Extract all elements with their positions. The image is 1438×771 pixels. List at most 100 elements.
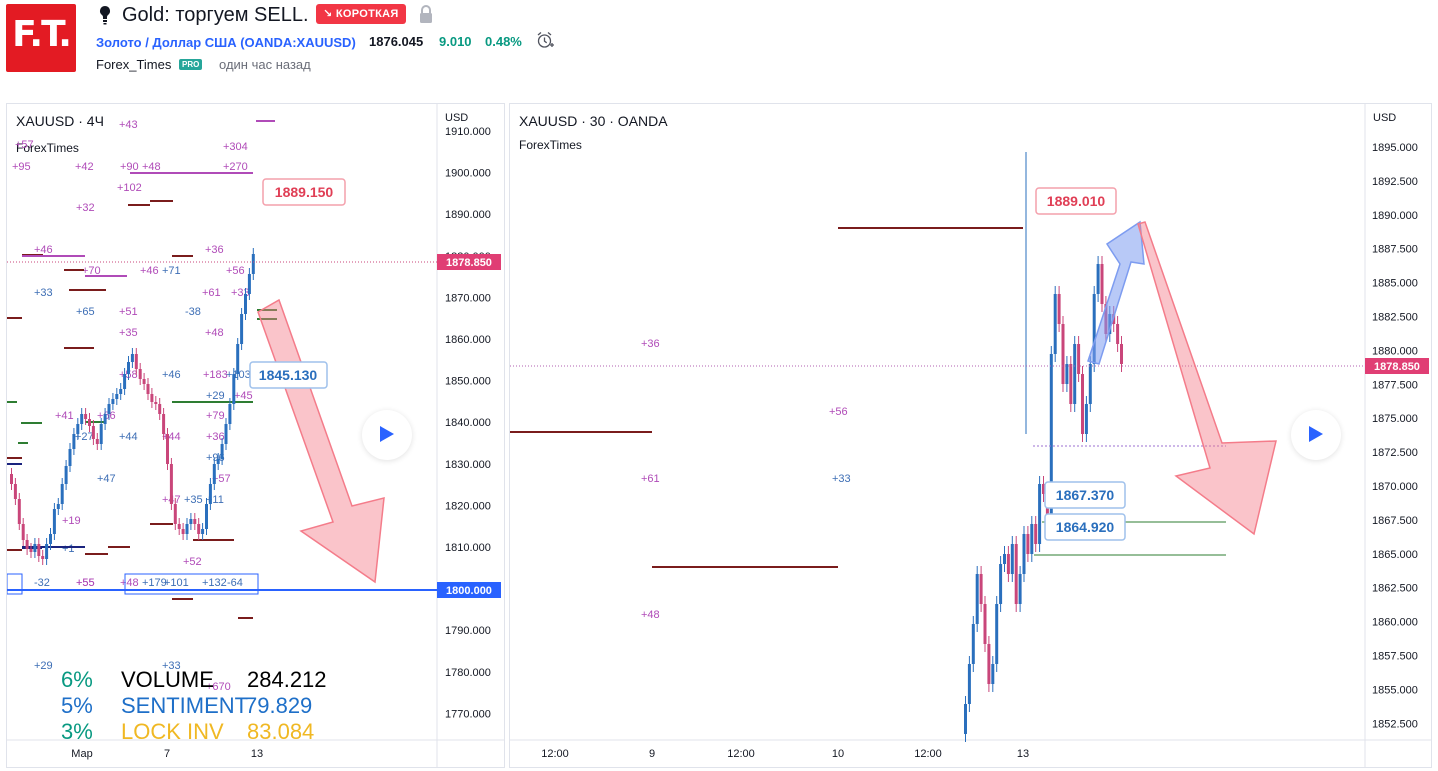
candle-body xyxy=(1018,574,1022,604)
long-arrow[interactable] xyxy=(1087,220,1145,365)
stat-label: SENTIMENT xyxy=(121,693,249,718)
candle-body xyxy=(1030,524,1034,554)
candle-body xyxy=(60,484,64,504)
candle-body xyxy=(244,294,247,314)
svg-text:1800.000: 1800.000 xyxy=(446,585,492,597)
callout-tp1[interactable]: 1867.370 xyxy=(1044,481,1126,509)
chart-markers: +43+57+95 +42 +90 +48+304+270+102+32+36+46+… xyxy=(7,119,277,693)
trade-marker: -32 xyxy=(34,577,50,589)
trade-marker: +46 xyxy=(162,369,181,381)
time-tick: 13 xyxy=(251,748,263,760)
short-arrow[interactable] xyxy=(1137,221,1277,536)
candle-body xyxy=(1077,344,1081,374)
play-button[interactable] xyxy=(362,410,412,460)
candle-body xyxy=(220,444,224,459)
chart-markers: +36 +56 +61 +33 +48 xyxy=(641,338,851,621)
candle-body xyxy=(240,314,244,344)
price-scale: 1895.000 1892.500 1890.000 1887.500 1885.000… xyxy=(1372,142,1418,730)
price-tick: 1890.000 xyxy=(1372,210,1418,222)
trade-marker: +183 xyxy=(203,369,228,381)
candle-body xyxy=(1049,354,1053,524)
range-box[interactable] xyxy=(124,573,259,595)
trade-marker: +56 xyxy=(226,265,245,277)
chart-pane-30m[interactable]: XAUUSD · 30 · OANDA ForexTimes +36 +56 +61… xyxy=(509,103,1432,768)
trade-marker: +61 xyxy=(202,287,221,299)
candle-body xyxy=(41,556,45,559)
trade-marker: +270 xyxy=(223,161,248,173)
trade-marker: +70 xyxy=(82,265,101,277)
candle-body xyxy=(1081,374,1084,434)
candle-body xyxy=(1053,294,1057,354)
svg-text:1864.920: 1864.920 xyxy=(1056,519,1115,535)
candle-body xyxy=(193,519,197,524)
alarm-clock-icon[interactable] xyxy=(536,31,554,49)
price-tick: 1870.000 xyxy=(1372,481,1418,493)
candle-body xyxy=(979,574,983,604)
chart-canvas[interactable]: +36 +56 +61 +33 +48 1889.010 1867.370 1864.9… xyxy=(510,104,1431,767)
trade-marker: +55 xyxy=(76,577,95,589)
svg-text:1867.370: 1867.370 xyxy=(1056,487,1115,503)
candle-body xyxy=(212,464,216,484)
stat-value: 79.829 xyxy=(245,693,313,718)
chart-title: XAUUSD · 4Ч xyxy=(16,113,104,129)
stat-label: LOCK INV xyxy=(121,719,224,744)
candle-body xyxy=(197,524,201,534)
author-link[interactable]: Forex_Times xyxy=(96,57,172,72)
trade-marker: -64 xyxy=(227,577,243,589)
candle-body xyxy=(228,404,232,424)
trade-marker: +61 xyxy=(641,473,660,485)
chart-canvas[interactable]: +43+57+95 +42 +90 +48+304+270+102+32+36+46+… xyxy=(7,104,504,767)
price-tick: 1872.500 xyxy=(1372,447,1418,459)
candle-body xyxy=(208,484,212,504)
brand-logo[interactable]: F.T. xyxy=(6,4,76,72)
candle-body xyxy=(99,424,103,444)
candle-body xyxy=(103,414,107,424)
chart-title: XAUUSD · 30 · OANDA xyxy=(519,113,668,129)
play-button[interactable] xyxy=(1291,410,1341,460)
trade-marker: +79 xyxy=(206,410,225,422)
chart-pane-4h[interactable]: XAUUSD · 4Ч ForexTimes +43 +57 +95 +42 +90 +4… xyxy=(6,103,505,768)
price-tick: 1860.000 xyxy=(445,334,491,346)
trade-marker: +55 xyxy=(76,577,95,589)
callout-high[interactable]: 1889.010 xyxy=(1035,187,1117,215)
trade-marker: +48 xyxy=(142,161,161,173)
callout-high[interactable]: 1889.150 xyxy=(262,178,346,206)
candle-body xyxy=(115,394,119,399)
publish-time: один час назад xyxy=(219,57,311,72)
candle-body xyxy=(1069,364,1073,404)
candle-body xyxy=(33,544,37,552)
chart-source: ForexTimes xyxy=(519,138,582,152)
price-tick: 1790.000 xyxy=(445,625,491,637)
price-tick: 1770.000 xyxy=(445,708,491,720)
candle-body xyxy=(991,664,995,684)
candle-body xyxy=(138,369,142,379)
candle-body xyxy=(216,459,220,464)
trade-marker: +29 xyxy=(206,390,225,402)
candle-body xyxy=(169,464,173,504)
trade-marker: +51 xyxy=(119,306,138,318)
price-tick: 1885.000 xyxy=(1372,278,1418,290)
trade-marker: +19 xyxy=(62,515,81,527)
candle-body xyxy=(967,664,971,704)
trade-marker: +41 xyxy=(55,410,74,422)
candle-body xyxy=(111,399,115,404)
candle-body xyxy=(224,424,228,444)
play-icon xyxy=(380,426,394,442)
price-tick: 1830.000 xyxy=(445,459,491,471)
candle-body xyxy=(88,419,91,426)
trade-marker: +33 xyxy=(832,473,851,485)
callout-tp2[interactable]: 1864.920 xyxy=(1044,513,1126,541)
candle-body xyxy=(232,374,236,404)
symbol-link[interactable]: Золото / Доллар США (OANDA:XAUUSD) xyxy=(96,35,356,50)
candle-body xyxy=(162,414,166,434)
candle-body xyxy=(987,644,991,684)
trade-marker: +48 xyxy=(205,327,224,339)
price-tick: 1887.500 xyxy=(1372,244,1418,256)
candle-body xyxy=(205,504,208,529)
callout-low[interactable]: 1845.130 xyxy=(249,361,328,389)
range-box-left[interactable] xyxy=(7,573,23,595)
candle-body xyxy=(25,540,29,549)
candle-body xyxy=(1073,344,1077,404)
price-tick: 1840.000 xyxy=(445,417,491,429)
candle-body xyxy=(45,544,49,559)
